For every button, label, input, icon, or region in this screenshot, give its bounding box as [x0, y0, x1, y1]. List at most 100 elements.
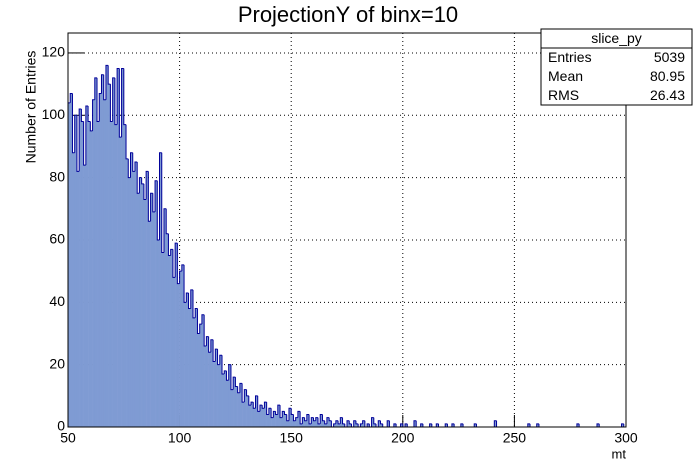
- bar: [284, 414, 288, 427]
- bar: [228, 364, 232, 427]
- bar-outline: [536, 423, 539, 427]
- bar-outline: [263, 401, 267, 409]
- bar: [134, 162, 138, 427]
- bar-outline: [339, 417, 343, 424]
- bar: [83, 165, 87, 427]
- bar: [88, 121, 91, 427]
- bar-outline: [92, 99, 95, 131]
- bar-outline: [379, 420, 383, 425]
- bar-outline: [141, 177, 144, 185]
- bar-outline: [270, 408, 274, 419]
- bar-outline: [241, 383, 245, 403]
- x-tick-label: 150: [280, 430, 304, 446]
- bar-outline: [174, 242, 178, 278]
- bar: [201, 314, 205, 427]
- bar-outline: [116, 68, 120, 125]
- stats-label: Entries: [548, 49, 592, 65]
- bar: [380, 423, 384, 427]
- bar: [148, 221, 151, 427]
- bar: [242, 402, 245, 427]
- bar-outline: [154, 180, 158, 212]
- bar-outline: [386, 420, 390, 427]
- bar: [94, 77, 98, 427]
- bar: [255, 395, 259, 427]
- bar-outline: [83, 121, 86, 166]
- bar: [317, 423, 321, 427]
- bar-outline: [96, 77, 100, 123]
- bar: [190, 289, 194, 427]
- bar-outline: [159, 152, 162, 240]
- bar: [362, 420, 366, 427]
- bar: [309, 423, 312, 427]
- bar-outline: [192, 289, 196, 319]
- bar-outline: [353, 420, 356, 427]
- y-axis-label: Number of Entries: [23, 51, 39, 164]
- bar-outline: [279, 405, 283, 419]
- stats-label: Mean: [548, 68, 583, 84]
- bar: [210, 339, 214, 427]
- bar-outline: [176, 243, 180, 285]
- bar: [326, 417, 330, 427]
- plot-frame: [67, 32, 627, 428]
- bar-outline: [89, 121, 93, 132]
- bar-outline: [304, 417, 307, 422]
- bar-outline: [132, 152, 135, 172]
- bar-outline: [230, 364, 234, 391]
- bar-outline: [181, 264, 185, 272]
- bar: [123, 124, 127, 428]
- bar-outline: [205, 336, 209, 346]
- bar: [168, 255, 171, 427]
- bar: [184, 302, 187, 427]
- bar-outline: [324, 420, 327, 425]
- x-tick-label: 250: [503, 430, 527, 446]
- bar: [445, 423, 448, 427]
- bar-outline: [393, 423, 397, 427]
- bar: [103, 99, 107, 428]
- bar-outline: [199, 323, 202, 334]
- bar: [288, 408, 292, 427]
- bar: [226, 380, 230, 427]
- bar-outline: [234, 377, 238, 387]
- x-tick-label: 300: [614, 430, 638, 446]
- bar: [253, 408, 256, 427]
- bar: [161, 252, 165, 427]
- bar-outline: [87, 105, 91, 123]
- bar-outline: [259, 404, 263, 412]
- bar: [239, 383, 243, 427]
- chart-title: ProjectionY of binx=10: [238, 2, 458, 27]
- bar-outline: [210, 339, 214, 353]
- bar: [152, 211, 156, 427]
- bar: [378, 420, 381, 427]
- bar-outline: [292, 414, 296, 422]
- bar: [85, 105, 89, 427]
- bar-outline: [496, 420, 499, 428]
- bar: [393, 423, 397, 427]
- bar-outline: [306, 414, 310, 421]
- bar-outline: [143, 183, 147, 200]
- bar: [268, 408, 272, 427]
- bar-outline: [190, 289, 193, 309]
- bar-outline: [152, 193, 156, 213]
- bar: [150, 193, 154, 427]
- bar: [353, 420, 357, 427]
- bar: [112, 77, 116, 427]
- bar-outline: [404, 423, 408, 427]
- bar: [280, 417, 283, 427]
- bar-outline: [134, 161, 138, 172]
- bar-outline: [203, 314, 207, 347]
- y-tick-label: 20: [49, 355, 65, 371]
- bar-outline: [359, 423, 363, 427]
- bar: [282, 411, 285, 427]
- bar-outline: [400, 423, 403, 427]
- bar: [264, 402, 267, 427]
- bar-outline: [161, 152, 164, 253]
- bar: [371, 417, 375, 427]
- bar: [197, 333, 200, 427]
- bar: [293, 420, 296, 427]
- bar: [170, 249, 174, 427]
- bar-outline: [373, 417, 377, 425]
- bar: [322, 420, 325, 427]
- bar: [192, 317, 196, 427]
- bar: [621, 423, 625, 427]
- y-tick-label: 60: [49, 231, 65, 247]
